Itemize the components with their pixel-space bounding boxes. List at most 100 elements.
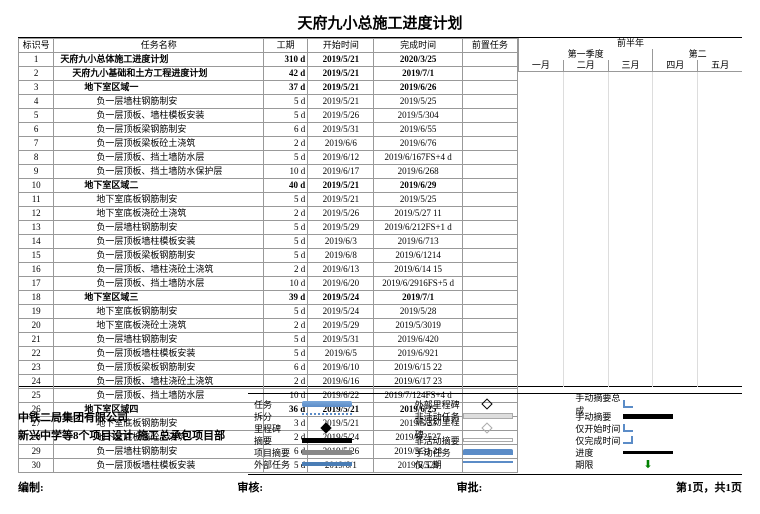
main-area: 标识号 任务名称 工期 开始时间 完成时间 前置任务 1天府九小总体施工进度计划…	[18, 37, 742, 387]
legend-row: 期限⬇	[575, 458, 736, 470]
cell-dur: 2 d	[264, 319, 308, 333]
cell-pred	[462, 165, 517, 179]
cell-id: 22	[19, 347, 54, 361]
cell-end: 2019/6/15 22	[374, 361, 462, 375]
col-pred: 前置任务	[462, 39, 517, 53]
table-row: 21负一层墙柱钢筋制安5 d2019/5/312019/6/420	[19, 333, 518, 347]
cell-start: 2019/6/17	[308, 165, 374, 179]
cell-pred	[462, 361, 517, 375]
col-start: 开始时间	[308, 39, 374, 53]
cell-name: 负一层顶板、墙柱浇砼土浇筑	[54, 375, 264, 389]
cell-pred	[462, 263, 517, 277]
legend-row: 外部里程碑	[415, 398, 576, 410]
cell-pred	[462, 137, 517, 151]
cell-id: 18	[19, 291, 54, 305]
cell-id: 14	[19, 235, 54, 249]
cell-end: 2019/6/167FS+4 d	[374, 151, 462, 165]
legend-col-1: 任务拆分里程碑摘要项目摘要外部任务	[254, 398, 415, 470]
cell-dur: 42 d	[264, 67, 308, 81]
table-row: 6负一层顶板梁钢筋制安6 d2019/5/312019/6/55	[19, 123, 518, 137]
cell-dur: 5 d	[264, 305, 308, 319]
cell-id: 20	[19, 319, 54, 333]
cell-dur: 2 d	[264, 137, 308, 151]
cell-name: 负一层顶板、墙柱模板安装	[54, 109, 264, 123]
cell-name: 负一层顶板、挡土墙防水层	[54, 151, 264, 165]
cell-id: 6	[19, 123, 54, 137]
cell-dur: 5 d	[264, 333, 308, 347]
table-row: 18地下室区域三39 d2019/5/242019/7/1	[19, 291, 518, 305]
cell-start: 2019/5/21	[308, 53, 374, 67]
cell-pred	[462, 347, 517, 361]
table-row: 10地下室区域二40 d2019/5/212019/6/29	[19, 179, 518, 193]
page: 天府九小总施工进度计划 标识号 任务名称 工期 开始时间 完成时间 前置任务 1…	[0, 0, 760, 514]
gantt-area: 前半年 第一季度 第二 一月二月三月四月五月	[518, 38, 742, 386]
cell-name: 负一层顶板、墙柱浇砼土浇筑	[54, 263, 264, 277]
cell-start: 2019/5/26	[308, 207, 374, 221]
legend: 任务拆分里程碑摘要项目摘要外部任务 外部里程碑非活动任务非活动里程碑非活动摘要手…	[248, 393, 742, 475]
cell-end: 2019/5/304	[374, 109, 462, 123]
cell-end: 2019/5/25	[374, 95, 462, 109]
gantt-month: 一月	[518, 60, 563, 71]
table-row: 4负一层墙柱钢筋制安5 d2019/5/212019/5/25	[19, 95, 518, 109]
cell-start: 2019/6/3	[308, 235, 374, 249]
cell-end: 2019/6/268	[374, 165, 462, 179]
table-row: 8负一层顶板、挡土墙防水层5 d2019/6/122019/6/167FS+4 …	[19, 151, 518, 165]
cell-dur: 40 d	[264, 179, 308, 193]
cell-dur: 37 d	[264, 81, 308, 95]
table-row: 14负一层顶板墙柱模板安装5 d2019/6/32019/6/713	[19, 235, 518, 249]
cell-end: 2020/3/25	[374, 53, 462, 67]
cell-pred	[462, 151, 517, 165]
cell-pred	[462, 221, 517, 235]
cell-id: 15	[19, 249, 54, 263]
cell-name: 负一层墙柱钢筋制安	[54, 221, 264, 235]
cell-id: 24	[19, 375, 54, 389]
table-row: 15负一层顶板梁板钢筋制安5 d2019/6/82019/6/1214	[19, 249, 518, 263]
cell-pred	[462, 291, 517, 305]
cell-name: 负一层顶板墙柱模板安装	[54, 347, 264, 361]
cell-dur: 10 d	[264, 165, 308, 179]
cell-id: 13	[19, 221, 54, 235]
cell-dur: 310 d	[264, 53, 308, 67]
cell-id: 16	[19, 263, 54, 277]
cell-dur: 5 d	[264, 347, 308, 361]
approve-label: 审批:	[457, 479, 676, 495]
cell-start: 2019/5/24	[308, 305, 374, 319]
legend-row: 非活动摘要	[415, 434, 576, 446]
cell-pred	[462, 95, 517, 109]
cell-pred	[462, 333, 517, 347]
cell-pred	[462, 109, 517, 123]
company-block: 中铁二局集团有限公司 新兴中学等8个项目设计-施工总承包项目部	[18, 393, 248, 475]
cell-id: 1	[19, 53, 54, 67]
cell-end: 2019/6/1214	[374, 249, 462, 263]
gantt-head: 前半年 第一季度 第二 一月二月三月四月五月	[518, 38, 742, 72]
legend-row: 项目摘要	[254, 446, 415, 458]
table-head: 标识号 任务名称 工期 开始时间 完成时间 前置任务	[19, 39, 518, 53]
legend-row: 手动任务	[415, 446, 576, 458]
cell-dur: 6 d	[264, 123, 308, 137]
cell-pred	[462, 319, 517, 333]
cell-end: 2019/6/921	[374, 347, 462, 361]
cell-start: 2019/6/5	[308, 347, 374, 361]
table-row: 11地下室底板钢筋制安5 d2019/5/212019/5/25	[19, 193, 518, 207]
cell-id: 12	[19, 207, 54, 221]
cell-pred	[462, 305, 517, 319]
cell-id: 17	[19, 277, 54, 291]
cell-start: 2019/5/26	[308, 109, 374, 123]
table-row: 5负一层顶板、墙柱模板安装5 d2019/5/262019/5/304	[19, 109, 518, 123]
company-line2: 新兴中学等8个项目设计-施工总承包项目部	[18, 427, 248, 443]
legend-row: 仅开始时间	[575, 422, 736, 434]
cell-pred	[462, 81, 517, 95]
gantt-half-year: 前半年	[518, 38, 742, 49]
cell-name: 地下室底板浇砼土浇筑	[54, 207, 264, 221]
legend-row: 非活动里程碑	[415, 422, 576, 434]
table-row: 1天府九小总体施工进度计划310 d2019/5/212020/3/25	[19, 53, 518, 67]
table-row: 17负一层顶板、挡土墙防水层10 d2019/6/202019/6/2916FS…	[19, 277, 518, 291]
cell-id: 2	[19, 67, 54, 81]
cell-name: 天府九小基础和土方工程进度计划	[54, 67, 264, 81]
bottom-row: 编制: 审核: 审批: 第1页，共1页	[18, 479, 742, 495]
cell-end: 2019/5/3019	[374, 319, 462, 333]
legend-col-2: 外部里程碑非活动任务非活动里程碑非活动摘要手动任务仅工期	[415, 398, 576, 470]
cell-dur: 5 d	[264, 109, 308, 123]
cell-id: 21	[19, 333, 54, 347]
cell-dur: 5 d	[264, 193, 308, 207]
